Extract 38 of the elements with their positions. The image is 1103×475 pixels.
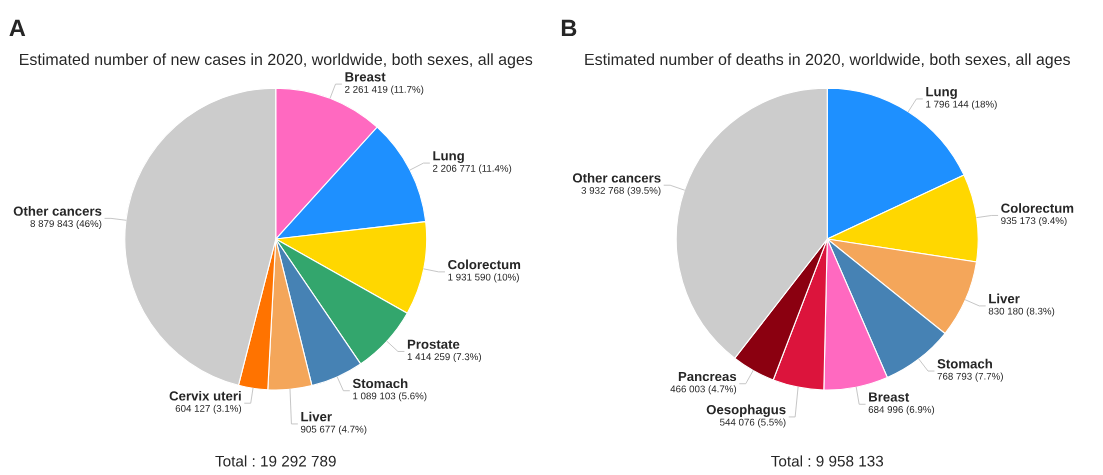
slice-label: Breast [869, 392, 910, 402]
slice-label: Liver [301, 411, 332, 422]
slice-label: Stomach [937, 358, 992, 369]
data-label: 1 414 259 (7.3%) [407, 352, 482, 363]
data-label: 1 089 103 (5.6%) [353, 392, 427, 402]
data-label: 604 127 (3.1%) [175, 404, 242, 414]
slice-label: Oesophagus [706, 404, 786, 417]
slice-label: Lung [433, 151, 464, 164]
slice-label: Prostate [407, 339, 460, 349]
slice-label: Other cancers [572, 172, 661, 183]
data-label: 768 793 (7.7%) [937, 372, 1003, 382]
data-label: 905 677 (4.7%) [300, 425, 367, 435]
slice-label: Colorectum [448, 259, 521, 270]
slice-label: Stomach [352, 378, 408, 389]
chart-title: Estimated number of deaths in 2020, worldwide, both sexes, all ages [585, 53, 1070, 69]
text: A [9, 19, 26, 37]
data-label: 684 996 (6.9%) [868, 405, 935, 415]
slice-label: Cervix uteri [169, 390, 241, 401]
data-label: 2 261 419 (11.7%) [345, 85, 424, 95]
chart-title: Estimated number of new cases in 2020, worldwide, both sexes, all ages [20, 53, 533, 69]
slice-label: Colorectum [1001, 203, 1074, 213]
slice-label: Liver [989, 293, 1020, 304]
data-label: 935 173 (9.4%) [1001, 216, 1067, 227]
data-label: 1 931 590 (10%) [448, 273, 519, 283]
data-label: 544 076 (5.5%) [720, 418, 786, 428]
data-label: 3 932 768 (39.5%) [581, 186, 661, 196]
data-label: 1 796 144 (18%) [926, 100, 997, 110]
text: Total : 9 958 133 [771, 455, 884, 467]
data-label: 830 180 (8.3%) [988, 307, 1055, 317]
text: Total : 19 292 789 [215, 455, 336, 467]
slice-label: Breast [345, 72, 386, 82]
text: B [561, 19, 577, 37]
data-label: 466 003 (4.7%) [670, 385, 737, 395]
data-label: 8 879 843 (46%) [30, 219, 102, 229]
slice-label: Pancreas [678, 371, 737, 382]
slice-label: Other cancers [13, 206, 102, 216]
slice-label: Lung [926, 87, 957, 99]
data-label: 2 206 771 (11.4%) [432, 164, 512, 174]
